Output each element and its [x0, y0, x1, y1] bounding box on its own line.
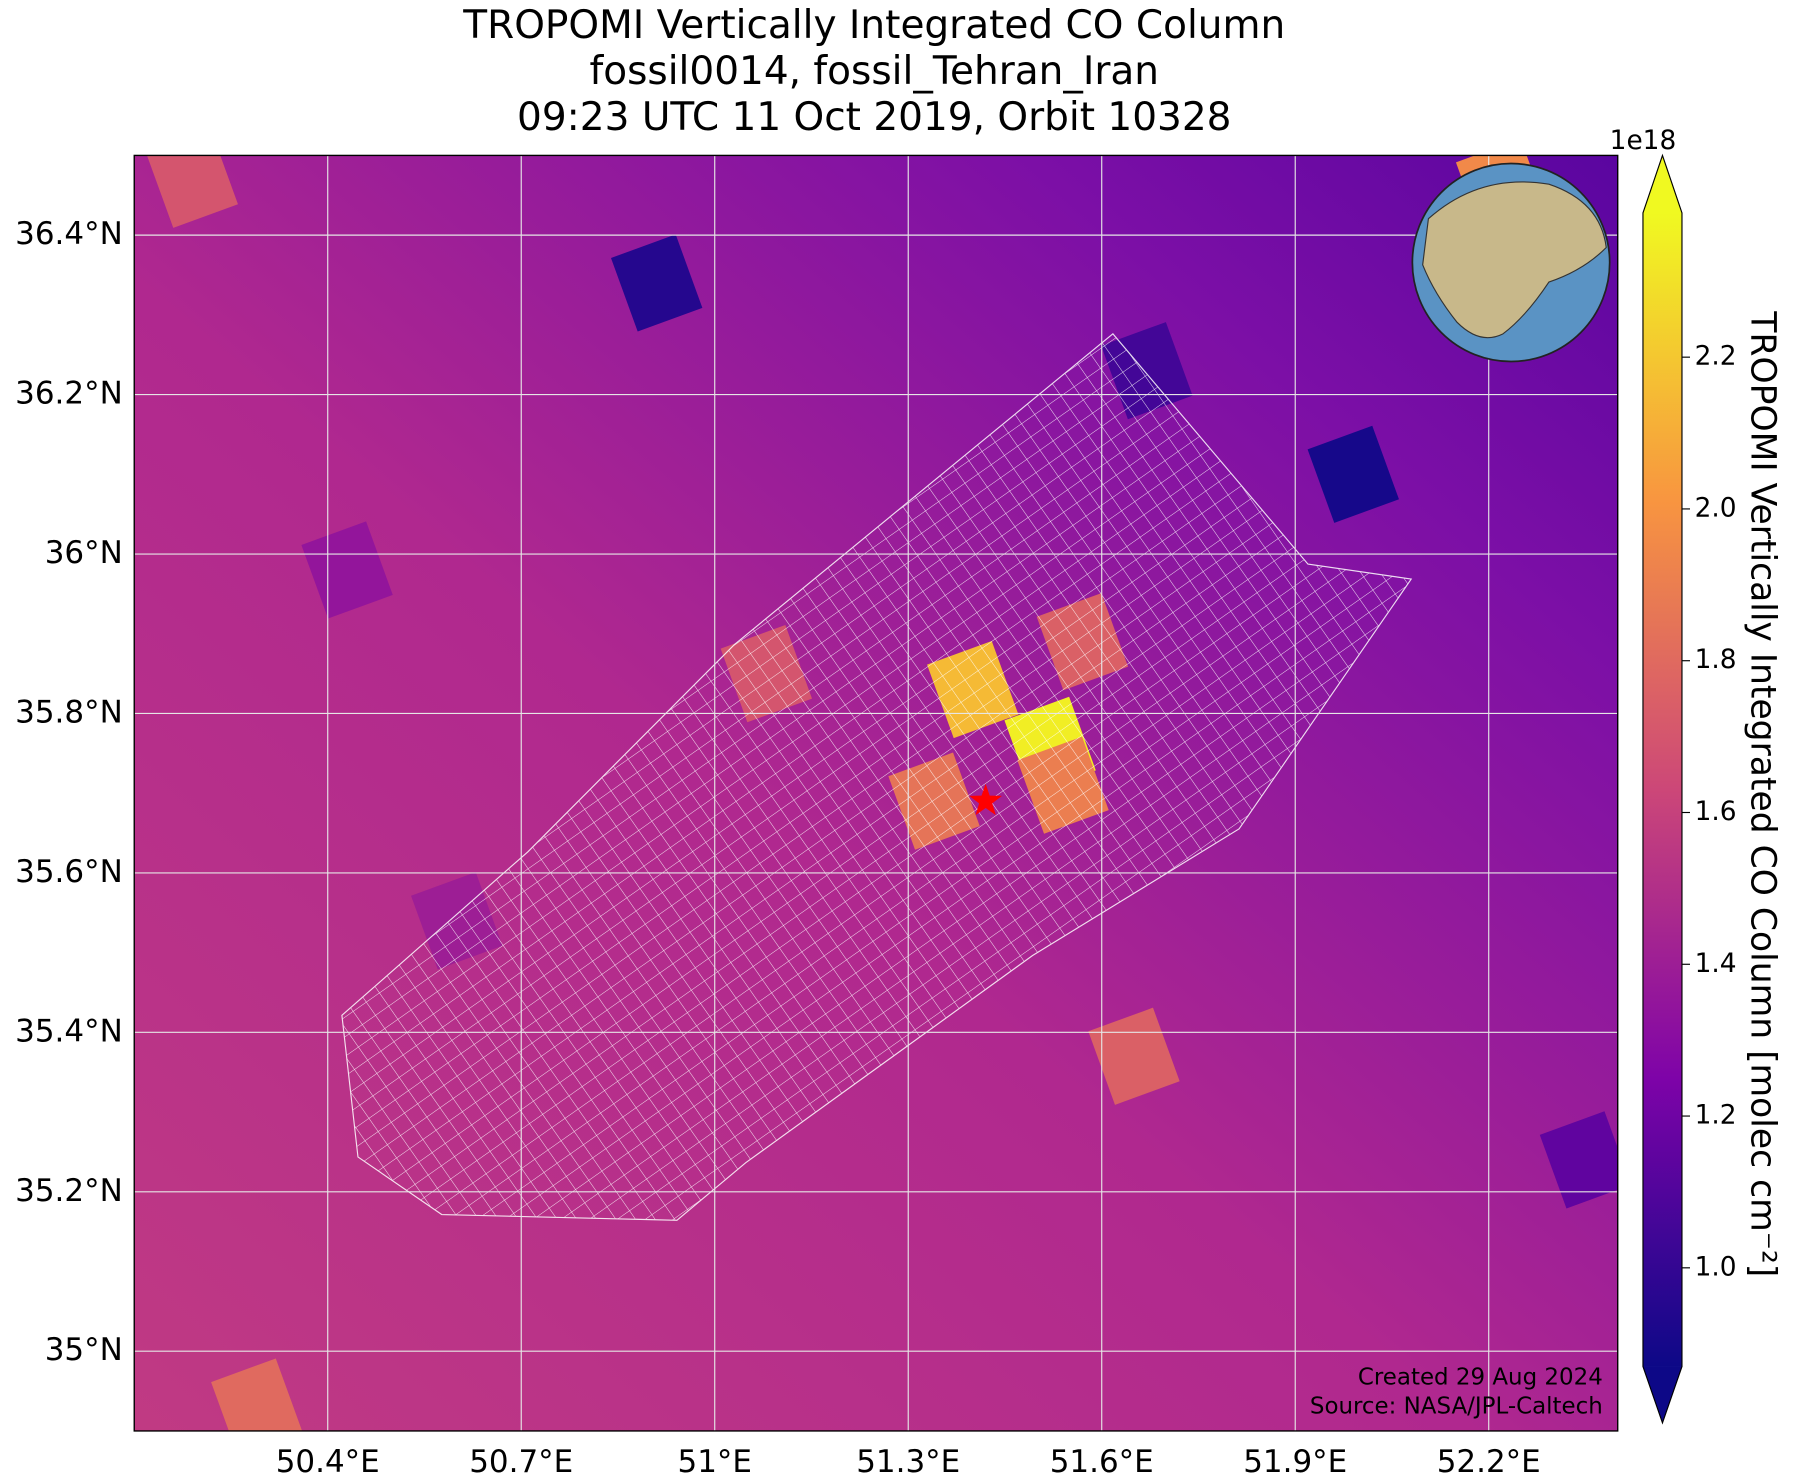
- credit-text: Source: NASA/JPL-Caltech: [1310, 1393, 1603, 1419]
- inset-globe: [1411, 162, 1611, 363]
- colorbar-extend-max: [1642, 155, 1682, 213]
- co-pixel: [301, 521, 393, 619]
- title-line: TROPOMI Vertically Integrated CO Column: [462, 3, 1285, 48]
- x-tick-label: 51.3°E: [856, 1444, 960, 1477]
- co-pixel: [1539, 1111, 1618, 1209]
- title-line: fossil0014, fossil_Tehran_Iran: [590, 49, 1160, 94]
- axes: 50.4°E 50.7°E 51°E 51.3°E 51.6°E 51.9°E 52.2°E…: [15, 216, 1541, 1477]
- y-tick-label: 35.4°N: [15, 1013, 123, 1049]
- colorbar: 1.0 1.2 1.4 1.6 1.8 2.0 2.2 1e18 TROPOMI Vertica…: [1610, 125, 1783, 1425]
- title-line: 09:23 UTC 11 Oct 2019, Orbit 10328: [517, 95, 1231, 140]
- colorbar-tick-label: 2.2: [1695, 341, 1737, 372]
- colorbar-tick-label: 1.2: [1695, 1100, 1737, 1131]
- colorbar-tick-label: 1.6: [1695, 796, 1737, 827]
- site-layer: [969, 783, 1002, 816]
- site-marker: [969, 783, 1002, 816]
- y-tick-label: 36.2°N: [15, 376, 123, 412]
- colorbar-outline: [1642, 153, 1683, 1425]
- colorbar-offset-label: 1e18: [1610, 125, 1677, 156]
- globe-land: [1422, 181, 1607, 339]
- credit-text: Created 29 Aug 2024: [1358, 1364, 1603, 1390]
- colorbar-tick-label: 1.4: [1695, 948, 1737, 979]
- co-pixel: [610, 234, 703, 332]
- grid: [134, 155, 1618, 1431]
- credits: Created 29 Aug 2024 Source: NASA/JPL-Calt…: [1310, 1364, 1603, 1419]
- colorbar-body: [1642, 212, 1682, 1367]
- y-tick-label: 36.4°N: [15, 216, 123, 252]
- colorbar-tick-label: 2.0: [1695, 492, 1737, 523]
- y-tick-label: 36°N: [45, 535, 123, 571]
- map-area: Created 29 Aug 2024 Source: NASA/JPL-Calt…: [134, 155, 1618, 1431]
- x-tick-label: 52.2°E: [1437, 1444, 1541, 1477]
- colorbar-tick-label: 1.0: [1695, 1251, 1737, 1282]
- y-tick-label: 35.6°N: [15, 854, 123, 890]
- x-tick-label: 51.9°E: [1243, 1444, 1347, 1477]
- co-pixel: [146, 155, 238, 228]
- plume-mesh: [341, 333, 1413, 1221]
- x-tick-label: 50.4°E: [276, 1444, 380, 1477]
- y-tick-label: 35.8°N: [15, 694, 123, 730]
- x-tick-label: 51.6°E: [1050, 1444, 1154, 1477]
- x-tick-label: 51°E: [678, 1444, 752, 1477]
- colorbar-extend-min: [1642, 1366, 1682, 1423]
- co-pixel: [1307, 425, 1399, 523]
- colorbar-tick-label: 1.8: [1695, 644, 1737, 675]
- colorbar-label: TROPOMI Vertically Integrated CO Column …: [1743, 310, 1783, 1277]
- x-tick-label: 50.7°E: [469, 1444, 573, 1477]
- map-frame: [133, 154, 1619, 1432]
- co-pixel: [211, 1358, 303, 1431]
- y-tick-label: 35.2°N: [15, 1173, 123, 1209]
- y-tick-label: 35°N: [45, 1332, 123, 1368]
